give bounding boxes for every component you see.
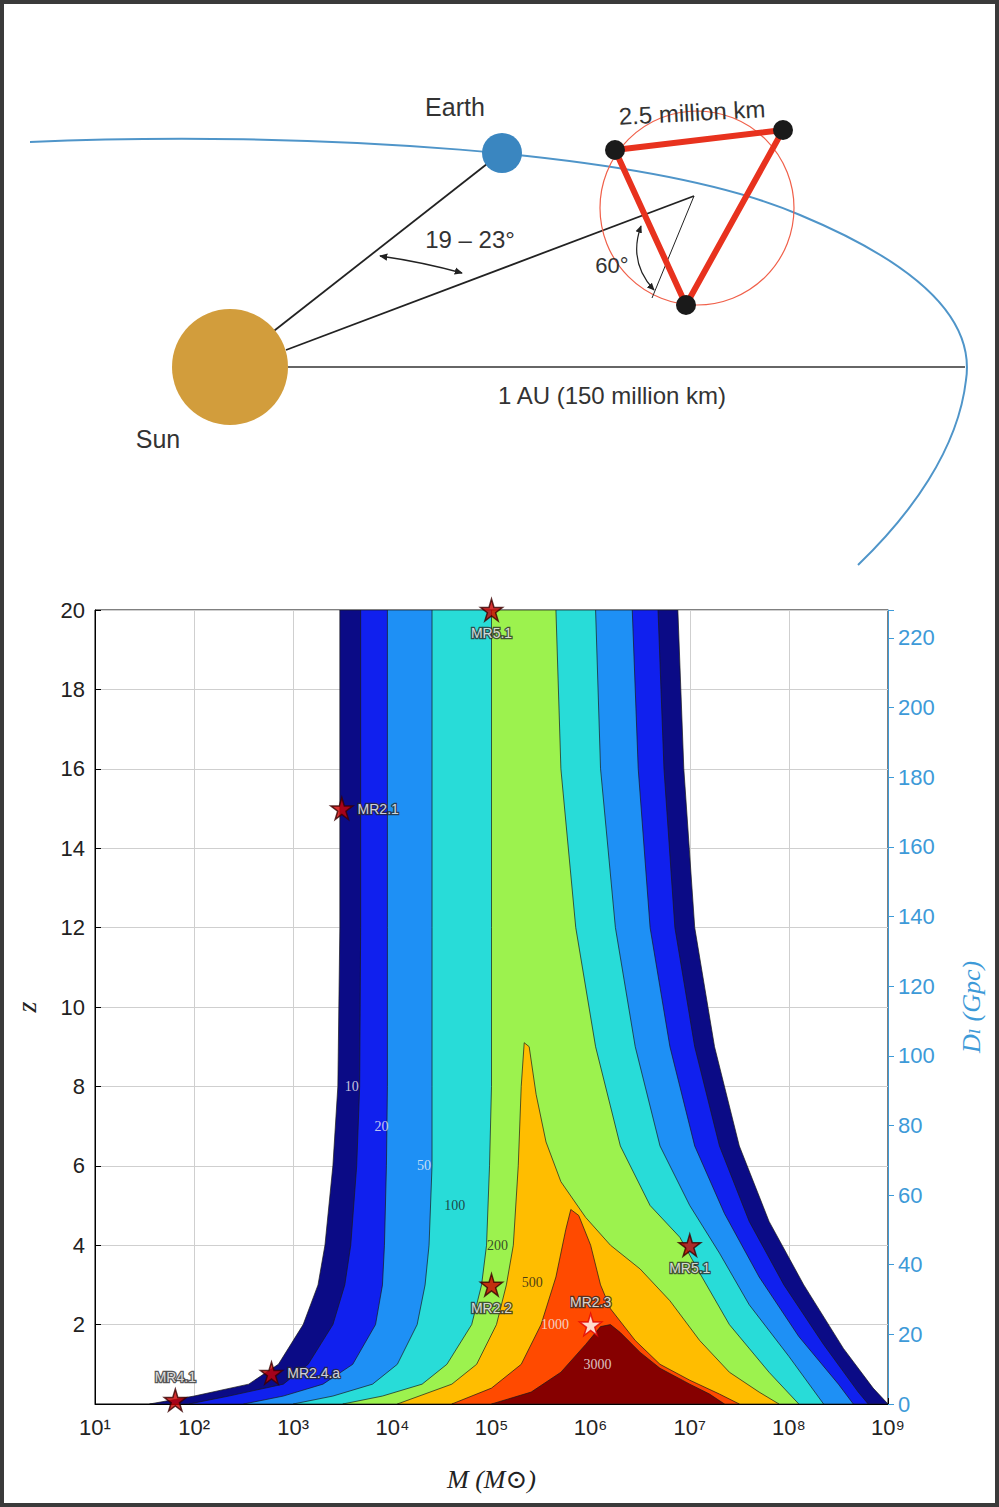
svg-text:12: 12	[61, 915, 85, 940]
svg-text:50: 50	[417, 1158, 431, 1173]
svg-text:100: 100	[444, 1198, 465, 1213]
svg-text:4: 4	[73, 1233, 85, 1258]
svg-text:500: 500	[522, 1275, 543, 1290]
svg-text:8: 8	[73, 1074, 85, 1099]
svg-text:10⁴: 10⁴	[375, 1415, 409, 1440]
svg-text:80: 80	[898, 1113, 922, 1138]
svg-text:6: 6	[73, 1153, 85, 1178]
svg-text:200: 200	[898, 695, 935, 720]
svg-text:10⁹: 10⁹	[871, 1415, 905, 1440]
svg-text:1 AU (150 million km): 1 AU (150 million km)	[498, 382, 726, 409]
svg-text:180: 180	[898, 765, 935, 790]
svg-text:10¹: 10¹	[79, 1415, 111, 1440]
svg-text:Sun: Sun	[136, 425, 180, 453]
svg-text:10²: 10²	[178, 1415, 210, 1440]
svg-text:160: 160	[898, 834, 935, 859]
svg-text:MR4.1: MR4.1	[155, 1369, 196, 1385]
svg-text:10: 10	[345, 1079, 359, 1094]
svg-text:10⁶: 10⁶	[574, 1415, 608, 1440]
svg-text:z: z	[11, 1001, 42, 1013]
svg-text:10⁵: 10⁵	[475, 1415, 509, 1440]
svg-text:MR2.4.a: MR2.4.a	[287, 1365, 340, 1381]
svg-text:19 – 23°: 19 – 23°	[425, 226, 515, 253]
svg-text:20: 20	[898, 1322, 922, 1347]
svg-text:220: 220	[898, 625, 935, 650]
svg-text:MR2.1: MR2.1	[358, 801, 399, 817]
svg-text:10⁸: 10⁸	[772, 1415, 806, 1440]
svg-text:10⁷: 10⁷	[674, 1415, 706, 1440]
svg-text:Dₗ (Gpc): Dₗ (Gpc)	[957, 961, 986, 1054]
svg-text:120: 120	[898, 974, 935, 999]
svg-text:60°: 60°	[595, 253, 628, 278]
svg-text:MR2.2: MR2.2	[471, 1300, 512, 1316]
svg-text:40: 40	[898, 1252, 922, 1277]
svg-text:20: 20	[61, 598, 85, 623]
svg-text:200: 200	[487, 1238, 508, 1253]
svg-text:1000: 1000	[541, 1317, 569, 1332]
svg-text:10: 10	[61, 995, 85, 1020]
svg-text:10³: 10³	[277, 1415, 309, 1440]
svg-text:MR5.1: MR5.1	[669, 1260, 710, 1276]
svg-text:3000: 3000	[584, 1357, 612, 1372]
svg-text:2.5 million km: 2.5 million km	[618, 95, 766, 130]
svg-text:100: 100	[898, 1043, 935, 1068]
svg-text:14: 14	[61, 836, 85, 861]
svg-text:140: 140	[898, 904, 935, 929]
svg-text:MR5.1: MR5.1	[471, 625, 512, 641]
svg-text:Earth: Earth	[425, 93, 485, 121]
svg-text:0: 0	[898, 1392, 910, 1417]
svg-text:18: 18	[61, 677, 85, 702]
svg-text:MR2.3: MR2.3	[570, 1294, 611, 1310]
svg-text:16: 16	[61, 756, 85, 781]
svg-text:20: 20	[374, 1119, 388, 1134]
svg-text:60: 60	[898, 1183, 922, 1208]
svg-text:M (M⊙): M (M⊙)	[446, 1465, 536, 1494]
svg-text:2: 2	[73, 1312, 85, 1337]
